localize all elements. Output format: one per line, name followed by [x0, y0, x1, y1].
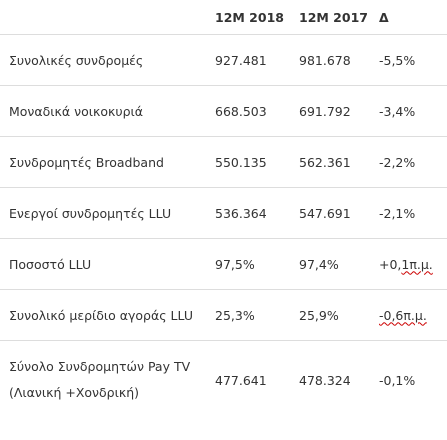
value-delta: -5,5%: [370, 34, 447, 86]
spellcheck-marked-text: -0,6π.μ.: [379, 307, 427, 323]
value-delta: -0,1%: [370, 340, 447, 419]
value-delta: -2,1%: [370, 187, 447, 239]
value-2018: 927.481: [206, 34, 290, 86]
value-delta: -0,6π.μ.: [370, 289, 447, 341]
header-12m-2017: 12M 2017: [290, 0, 370, 35]
value-2018: 550.135: [206, 136, 290, 188]
table-header-row: 12M 2018 12M 2017 Δ: [0, 0, 447, 35]
row-label: Μοναδικά νοικοκυριά: [0, 85, 206, 137]
value-2018: 25,3%: [206, 289, 290, 341]
value-2017: 478.324: [290, 340, 370, 419]
value-delta: +0,1π.μ.: [370, 238, 447, 290]
table-row: Ενεργοί συνδρομητές LLU 536.364 547.691 …: [0, 187, 447, 239]
value-2017: 97,4%: [290, 238, 370, 290]
delta-prefix: +0,: [379, 256, 402, 272]
value-2017: 691.792: [290, 85, 370, 137]
value-2018: 477.641: [206, 340, 290, 419]
value-2018: 668.503: [206, 85, 290, 137]
value-delta: -2,2%: [370, 136, 447, 188]
row-label: Ποσοστό LLU: [0, 238, 206, 290]
value-2017: 981.678: [290, 34, 370, 86]
value-2018: 536.364: [206, 187, 290, 239]
row-label: Συνολικό μερίδιο αγοράς LLU: [0, 289, 206, 341]
value-delta: -3,4%: [370, 85, 447, 137]
header-label: [0, 0, 206, 35]
table-row: Συνολικές συνδρομές 927.481 981.678 -5,5…: [0, 34, 447, 86]
value-2018: 97,5%: [206, 238, 290, 290]
row-label: Ενεργοί συνδρομητές LLU: [0, 187, 206, 239]
spellcheck-marked-text: 1π.μ.: [401, 256, 433, 272]
value-2017: 547.691: [290, 187, 370, 239]
table-row: Μοναδικά νοικοκυριά 668.503 691.792 -3,4…: [0, 85, 447, 137]
row-label: Σύνολο Συνδρομητών Pay TV (Λιανική +Χονδ…: [0, 340, 206, 419]
row-label: Συνολικές συνδρομές: [0, 34, 206, 86]
subscriber-stats-table: 12M 2018 12M 2017 Δ Συνολικές συνδρομές …: [0, 0, 447, 419]
table-row: Ποσοστό LLU 97,5% 97,4% +0,1π.μ.: [0, 238, 447, 290]
row-label: Συνδρομητές Broadband: [0, 136, 206, 188]
value-2017: 25,9%: [290, 289, 370, 341]
value-2017: 562.361: [290, 136, 370, 188]
table-row: Συνδρομητές Broadband 550.135 562.361 -2…: [0, 136, 447, 188]
header-delta: Δ: [370, 0, 447, 35]
table-row: Σύνολο Συνδρομητών Pay TV (Λιανική +Χονδ…: [0, 340, 447, 419]
row-label-line-2: (Λιανική +Χονδρική): [9, 385, 140, 400]
header-12m-2018: 12M 2018: [206, 0, 290, 35]
row-label-line-1: Σύνολο Συνδρομητών Pay TV: [9, 359, 191, 374]
table-row: Συνολικό μερίδιο αγοράς LLU 25,3% 25,9% …: [0, 289, 447, 341]
